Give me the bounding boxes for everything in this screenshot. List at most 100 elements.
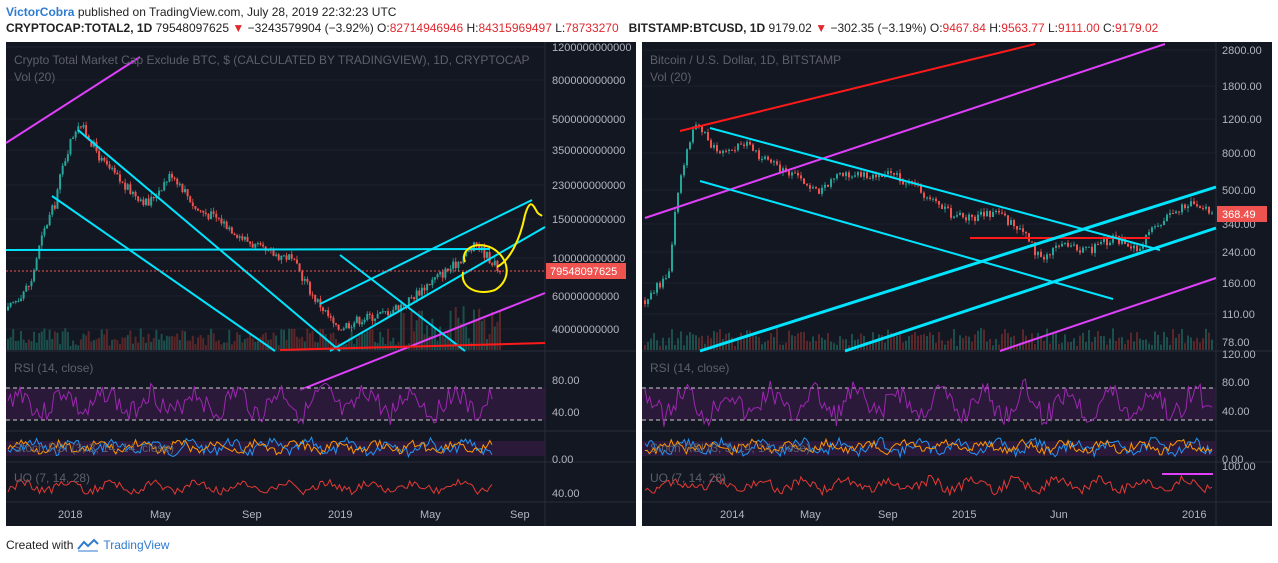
candle-body [353, 322, 356, 328]
candle-body [998, 210, 1000, 213]
candle-body [968, 214, 970, 221]
author-link[interactable]: VictorCobra [6, 5, 75, 19]
volume-bar [272, 332, 275, 350]
candle-body [444, 268, 447, 278]
left-x-tick: May [420, 509, 441, 521]
volume-bar [866, 341, 868, 350]
volume-bar [340, 343, 343, 350]
volume-bar [749, 330, 751, 350]
volume-bar [163, 340, 166, 350]
y-tick-label: 800000000000 [552, 75, 625, 87]
left-chart-panel[interactable]: Crypto Total Market Cap Exclude BTC, $ (… [5, 42, 636, 526]
volume-bar [428, 336, 431, 350]
candle-body [743, 144, 745, 146]
volume-bar [1052, 332, 1054, 350]
volume-bar [228, 329, 231, 350]
candle-body [674, 211, 676, 245]
candle-body [246, 236, 249, 242]
volume-bar [857, 339, 859, 350]
volume-bar [884, 342, 886, 350]
candle-body [980, 211, 982, 215]
volume-bar [1031, 333, 1033, 350]
volume-bar [1058, 343, 1060, 350]
right-x-tick: 2014 [720, 509, 744, 521]
volume-bar [92, 340, 95, 350]
volume-bar [191, 335, 194, 350]
volume-bar [61, 331, 64, 350]
right-last-price-badge [1217, 206, 1267, 222]
volume-bar [1166, 336, 1168, 350]
volume-bar [366, 331, 369, 350]
candle-body [644, 300, 646, 305]
candle-body [920, 185, 922, 193]
volume-bar [905, 340, 907, 350]
candle-body [160, 190, 163, 192]
volume-bar [938, 332, 940, 350]
candle-body [1139, 248, 1141, 251]
volume-bar [698, 337, 700, 350]
volume-bar [989, 339, 991, 350]
volume-bar [896, 335, 898, 350]
candle-body [210, 211, 213, 220]
volume-bar [959, 335, 961, 350]
candle-body [803, 178, 805, 184]
candle-body [689, 142, 691, 150]
candle-body [397, 305, 400, 311]
volume-bar [348, 337, 351, 350]
volume-bar [764, 342, 766, 350]
volume-bar [986, 341, 988, 350]
left-cyan-channel-lower [51, 195, 276, 352]
volume-bar [79, 339, 82, 350]
volume-bar [131, 343, 134, 350]
candle-body [66, 154, 69, 162]
candle-body [384, 311, 387, 313]
volume-bar [207, 334, 210, 350]
volume-bar [459, 323, 462, 350]
candle-body [1040, 251, 1042, 257]
left-red-support [279, 342, 546, 351]
volume-bar [472, 309, 475, 350]
volume-bar [1202, 338, 1204, 350]
volume-bar [98, 337, 101, 350]
volume-bar [932, 334, 934, 350]
tradingview-link[interactable]: TradingView [103, 538, 170, 552]
volume-bar [457, 317, 460, 350]
right-rsi-band [642, 388, 1216, 420]
volume-bar [111, 339, 114, 350]
right-chart-panel[interactable]: Bitcoin / U.S. Dollar, 1D, BITSTAMP Vol … [642, 42, 1272, 526]
volume-bar [290, 328, 293, 350]
down-arrow-icon: ▼ [815, 21, 828, 35]
right-x-tick: 2015 [952, 509, 976, 521]
volume-bar [165, 335, 168, 350]
volume-bar [758, 337, 760, 350]
right-x-tick: Jun [1050, 509, 1068, 521]
candle-body [340, 329, 343, 331]
candle-body [758, 150, 760, 160]
candle-body [857, 172, 859, 176]
candle-body [797, 172, 799, 176]
candle-body [1034, 242, 1036, 256]
candle-body [316, 299, 319, 302]
candle-body [1106, 238, 1108, 246]
candle-body [824, 184, 826, 188]
candle-body [350, 327, 353, 329]
candle-body [1127, 243, 1129, 247]
volume-bar [731, 337, 733, 350]
candle-body [821, 187, 823, 194]
candle-body [165, 181, 168, 183]
candle-body [126, 184, 129, 190]
candle-body [659, 283, 661, 288]
right-uo-tick: 100.00 [1222, 461, 1256, 473]
symbol-header: CRYPTOCAP:TOTAL2, 1D 79548097625 ▼ −3243… [6, 21, 1276, 35]
volume-bar [818, 334, 820, 350]
right-rsi-line [644, 378, 1213, 427]
volume-bar [35, 342, 38, 350]
candle-body [1031, 241, 1033, 243]
candle-body [410, 297, 413, 299]
right-x-tick: 2016 [1182, 509, 1206, 521]
volume-bar [830, 341, 832, 350]
y-tick-label: 500.00 [1222, 185, 1256, 197]
volume-bar [69, 345, 72, 350]
candle-body [335, 323, 337, 325]
volume-bar [680, 331, 682, 350]
